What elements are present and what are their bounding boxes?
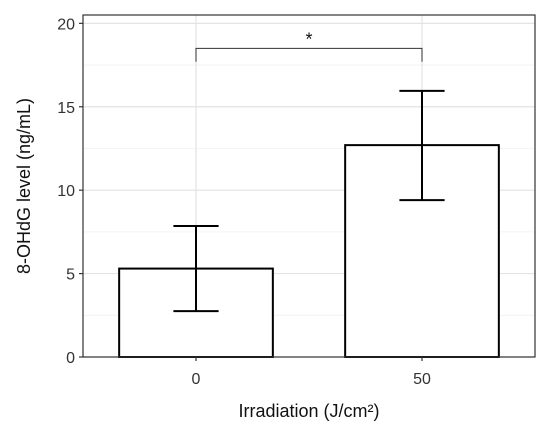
y-tick-label: 20 bbox=[57, 16, 75, 33]
significance-bracket: * bbox=[195, 29, 423, 62]
y-tick-label: 0 bbox=[66, 350, 75, 367]
significance-label: * bbox=[305, 29, 312, 49]
error-bars bbox=[173, 89, 445, 313]
significance-bracket-line bbox=[195, 47, 423, 62]
y-tick-label: 5 bbox=[66, 267, 75, 284]
x-tick-label: 50 bbox=[413, 371, 431, 388]
x-axis-title: Irradiation (J/cm²) bbox=[238, 401, 379, 421]
x-tick-label: 0 bbox=[192, 371, 201, 388]
y-tick-label: 10 bbox=[57, 183, 75, 200]
x-axis: 0 50 bbox=[192, 357, 431, 388]
y-tick-label: 15 bbox=[57, 100, 75, 117]
y-axis-title: 8-OHdG level (ng/mL) bbox=[14, 98, 34, 274]
plot-border bbox=[82, 14, 536, 358]
y-axis: 0 5 10 15 20 bbox=[57, 16, 83, 367]
